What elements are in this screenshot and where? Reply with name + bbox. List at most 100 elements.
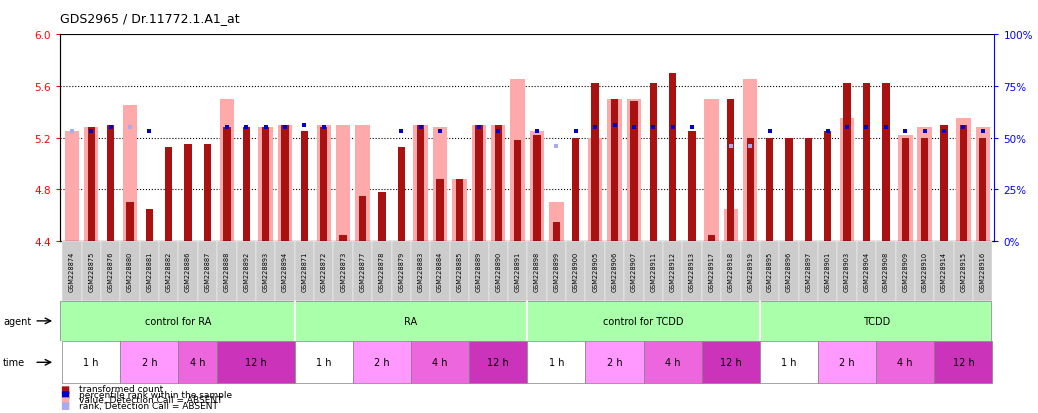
Bar: [682, 242, 702, 301]
Bar: [876, 342, 934, 383]
Text: GSM228896: GSM228896: [786, 252, 792, 292]
Text: GSM228871: GSM228871: [301, 252, 307, 292]
Text: GSM228906: GSM228906: [611, 252, 618, 292]
Bar: [896, 242, 914, 301]
Bar: [198, 242, 217, 301]
Bar: [120, 242, 140, 301]
Text: ■: ■: [60, 389, 70, 399]
Text: GSM228919: GSM228919: [747, 252, 754, 292]
Text: GSM228900: GSM228900: [573, 252, 579, 292]
Bar: [940, 126, 948, 242]
Bar: [605, 242, 624, 301]
Bar: [64, 132, 79, 242]
Bar: [353, 342, 411, 383]
Text: agent: agent: [3, 316, 31, 326]
Bar: [934, 242, 954, 301]
Bar: [572, 138, 579, 242]
Text: ■: ■: [60, 384, 70, 394]
Text: 12 h: 12 h: [953, 357, 975, 368]
Bar: [721, 242, 740, 301]
Bar: [838, 242, 856, 301]
Text: GSM228883: GSM228883: [417, 252, 424, 292]
Text: GSM228874: GSM228874: [69, 252, 75, 292]
Text: GSM228908: GSM228908: [883, 252, 889, 292]
Bar: [413, 126, 428, 242]
Bar: [295, 242, 315, 301]
Bar: [882, 84, 890, 242]
Bar: [547, 242, 566, 301]
Text: control for RA: control for RA: [145, 316, 212, 326]
Text: GSM228882: GSM228882: [166, 252, 171, 292]
Bar: [258, 128, 273, 242]
Text: GSM228909: GSM228909: [902, 252, 908, 292]
Text: GSM228888: GSM228888: [224, 252, 229, 292]
Bar: [723, 209, 738, 242]
Text: 1 h: 1 h: [782, 357, 797, 368]
Bar: [353, 242, 373, 301]
Text: GSM228875: GSM228875: [88, 252, 94, 292]
Bar: [159, 242, 179, 301]
Text: 1 h: 1 h: [549, 357, 564, 368]
Bar: [704, 100, 718, 242]
Text: GSM228880: GSM228880: [127, 252, 133, 292]
Bar: [203, 145, 211, 242]
Text: GSM228904: GSM228904: [864, 252, 870, 292]
Bar: [663, 242, 682, 301]
Text: time: time: [3, 357, 25, 368]
Bar: [746, 138, 754, 242]
Bar: [82, 242, 101, 301]
Bar: [120, 342, 179, 383]
Bar: [592, 84, 599, 242]
Bar: [217, 342, 295, 383]
Bar: [281, 126, 289, 242]
Bar: [278, 126, 293, 242]
Bar: [527, 242, 547, 301]
Text: GSM228884: GSM228884: [437, 252, 443, 292]
Text: GSM228891: GSM228891: [515, 252, 521, 292]
Text: ■: ■: [60, 400, 70, 410]
Bar: [979, 138, 986, 242]
Text: GSM228910: GSM228910: [922, 252, 928, 292]
Bar: [743, 80, 758, 242]
Bar: [469, 242, 489, 301]
Bar: [760, 242, 780, 301]
Bar: [87, 128, 94, 242]
Bar: [243, 128, 250, 242]
Text: 1 h: 1 h: [316, 357, 331, 368]
Text: GSM228918: GSM228918: [728, 252, 734, 292]
Bar: [101, 242, 120, 301]
Bar: [514, 141, 521, 242]
Text: percentile rank within the sample: percentile rank within the sample: [79, 390, 233, 399]
Text: GSM228917: GSM228917: [708, 252, 714, 292]
Bar: [140, 242, 159, 301]
Bar: [740, 242, 760, 301]
Bar: [728, 100, 735, 242]
Bar: [934, 342, 992, 383]
Bar: [956, 119, 971, 242]
Bar: [336, 126, 351, 242]
Text: 2 h: 2 h: [374, 357, 389, 368]
Bar: [62, 342, 120, 383]
Bar: [469, 342, 527, 383]
Text: 2 h: 2 h: [840, 357, 855, 368]
Bar: [766, 138, 773, 242]
Bar: [840, 119, 854, 242]
Text: GSM228905: GSM228905: [592, 252, 598, 292]
Bar: [333, 242, 353, 301]
Bar: [475, 126, 483, 242]
Bar: [275, 242, 295, 301]
Bar: [489, 242, 508, 301]
Bar: [702, 342, 760, 383]
Bar: [453, 180, 467, 242]
Bar: [804, 138, 812, 242]
Bar: [902, 138, 909, 242]
Bar: [391, 242, 411, 301]
Text: GSM228913: GSM228913: [689, 252, 695, 292]
Bar: [223, 128, 230, 242]
Text: GSM228897: GSM228897: [805, 252, 812, 292]
Bar: [301, 132, 308, 242]
Text: GSM228879: GSM228879: [399, 252, 405, 292]
Bar: [960, 126, 967, 242]
Bar: [780, 242, 798, 301]
Bar: [898, 136, 912, 242]
